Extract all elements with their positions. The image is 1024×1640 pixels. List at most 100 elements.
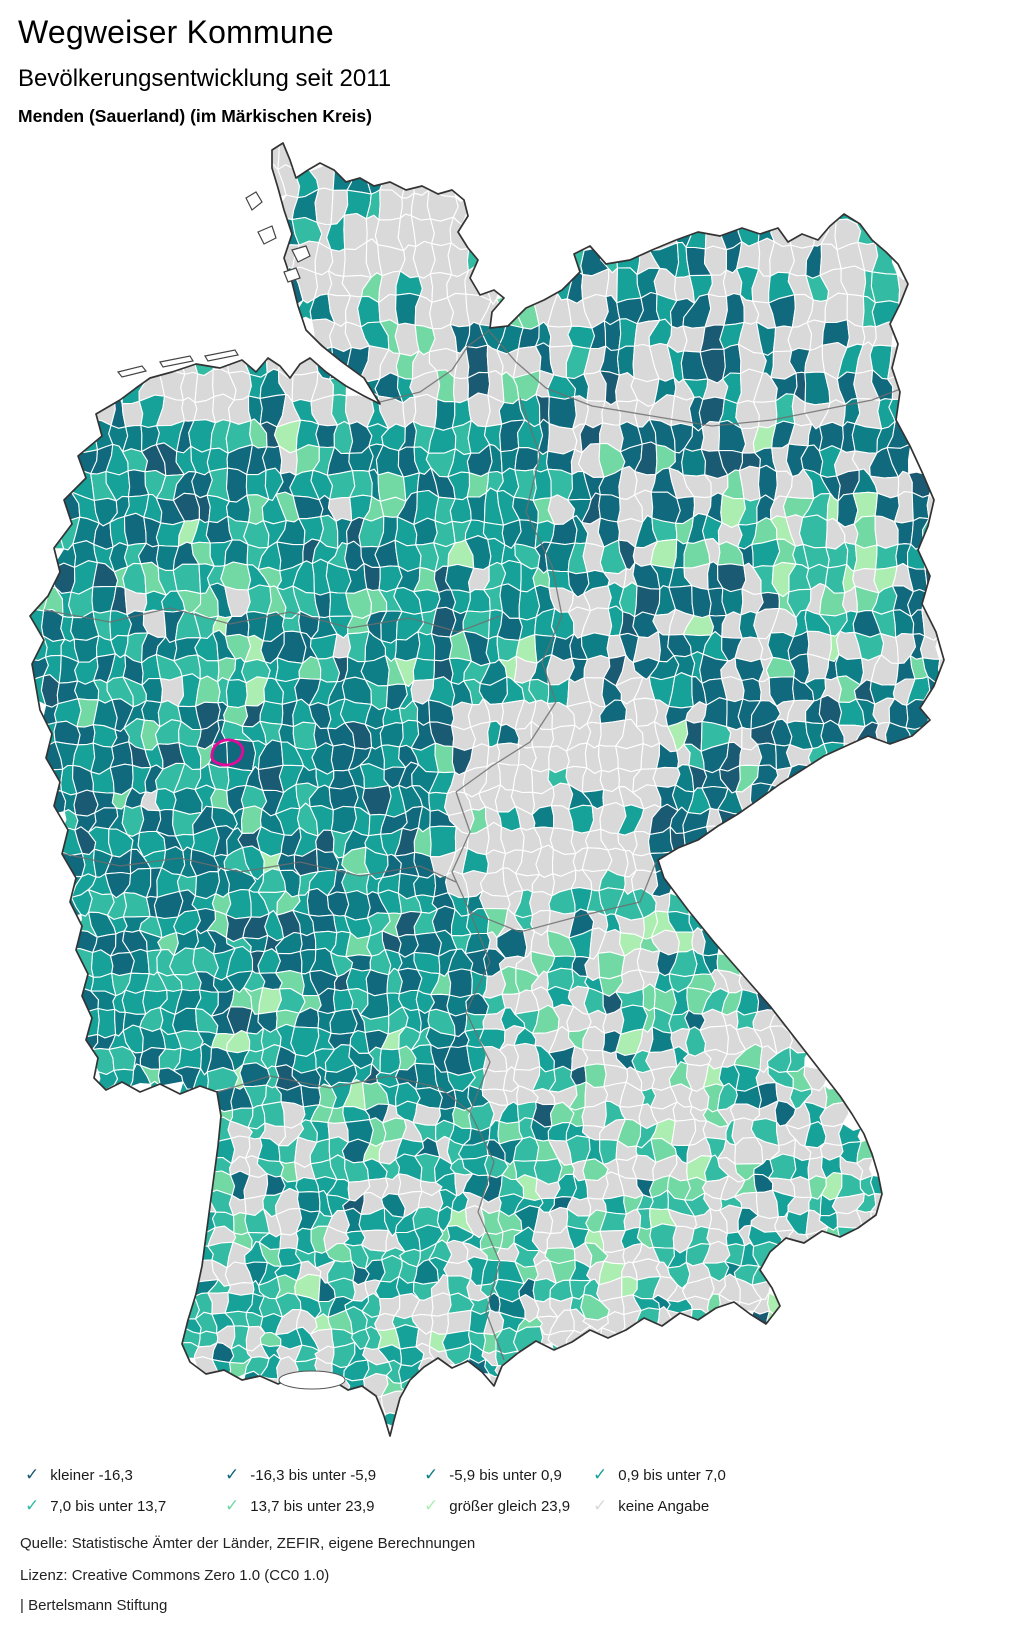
legend-item: ✓ 13,7 bis unter 23,9 xyxy=(225,1495,375,1517)
municipality-cell[interactable] xyxy=(766,1310,798,1337)
municipality-cell[interactable] xyxy=(433,520,456,548)
report-header: Wegweiser Kommune Bevölkerungsentwicklun… xyxy=(18,14,391,127)
municipality-cell[interactable] xyxy=(434,398,456,431)
municipality-cell[interactable] xyxy=(292,344,319,376)
municipality-cell[interactable] xyxy=(487,1292,501,1313)
municipality-cell[interactable] xyxy=(452,376,469,404)
municipality-cell[interactable] xyxy=(649,1223,678,1249)
legend-label: keine Angabe xyxy=(618,1497,710,1515)
legend-item: ✓ -5,9 bis unter 0,9 xyxy=(424,1464,562,1486)
municipality-cell[interactable] xyxy=(870,1174,900,1195)
municipality-cell[interactable] xyxy=(121,400,144,428)
municipality-cell[interactable] xyxy=(96,1007,117,1039)
municipality-cell[interactable] xyxy=(601,1194,627,1215)
municipality-cell[interactable] xyxy=(548,395,577,430)
municipality-cell[interactable] xyxy=(870,271,901,304)
municipality-cell[interactable] xyxy=(121,989,147,1015)
municipality-cell[interactable] xyxy=(636,947,661,974)
municipality-cell[interactable] xyxy=(721,587,744,616)
municipality-cell[interactable] xyxy=(580,632,610,660)
municipality-cell[interactable] xyxy=(615,743,644,773)
municipality-cell[interactable] xyxy=(683,826,711,858)
municipality-cell[interactable] xyxy=(292,721,318,751)
municipality-cell[interactable] xyxy=(919,635,941,660)
municipality-cell[interactable] xyxy=(363,562,381,592)
municipality-cell[interactable] xyxy=(642,983,656,1012)
lake-constance xyxy=(278,1370,346,1390)
municipality-cell[interactable] xyxy=(123,512,147,547)
legend-checkmark-icon[interactable]: ✓ xyxy=(225,1464,240,1484)
municipality-cell[interactable] xyxy=(21,583,48,616)
legend-checkmark-icon[interactable]: ✓ xyxy=(25,1464,40,1484)
municipality-cell[interactable] xyxy=(300,1084,322,1108)
legend-checkmark-icon[interactable]: ✓ xyxy=(593,1464,608,1484)
municipality-cell[interactable] xyxy=(377,471,407,502)
municipality-cell[interactable] xyxy=(434,742,456,774)
municipality-cell[interactable] xyxy=(275,950,303,975)
legend-checkmark-icon[interactable]: ✓ xyxy=(25,1495,40,1515)
municipality-cell[interactable] xyxy=(154,788,177,812)
municipality-cell[interactable] xyxy=(870,1210,896,1228)
municipality-cell[interactable] xyxy=(582,542,605,573)
municipality-cell[interactable] xyxy=(379,722,404,748)
municipality-cell[interactable] xyxy=(515,1350,541,1366)
municipality-cell[interactable] xyxy=(853,515,878,549)
municipality-cell[interactable] xyxy=(365,969,390,997)
municipality-cell[interactable] xyxy=(279,1231,299,1250)
municipality-cell[interactable] xyxy=(589,1325,603,1353)
municipality-cell[interactable] xyxy=(206,447,229,472)
municipality-cell[interactable] xyxy=(412,657,436,682)
municipality-cell[interactable] xyxy=(496,742,520,766)
municipality-cell[interactable] xyxy=(292,495,324,520)
legend-label: kleiner -16,3 xyxy=(50,1466,133,1484)
municipality-cell[interactable] xyxy=(430,1313,450,1335)
municipality-cell[interactable] xyxy=(705,825,726,856)
municipality-cell[interactable] xyxy=(447,968,473,999)
municipality-cell[interactable] xyxy=(566,215,589,251)
legend-label: 13,7 bis unter 23,9 xyxy=(250,1497,375,1515)
municipality-cell[interactable] xyxy=(603,318,622,352)
license-note: Lizenz: Creative Commons Zero 1.0 (CC0 1… xyxy=(20,1567,330,1584)
municipality-cell[interactable] xyxy=(73,1007,100,1038)
municipality-cell[interactable] xyxy=(344,890,371,921)
municipality-cell[interactable] xyxy=(717,563,747,593)
municipality-cell[interactable] xyxy=(875,543,899,570)
municipality-cell[interactable] xyxy=(299,931,317,952)
municipality-cell[interactable] xyxy=(887,345,915,380)
municipality-cell[interactable] xyxy=(581,847,613,873)
municipality-cell[interactable] xyxy=(798,514,828,549)
municipality-cell[interactable] xyxy=(843,741,862,774)
legend-checkmark-icon[interactable]: ✓ xyxy=(424,1464,439,1484)
legend-label: -5,9 bis unter 0,9 xyxy=(449,1466,562,1484)
municipality-cell[interactable] xyxy=(598,494,621,523)
municipality-cell[interactable] xyxy=(921,609,947,641)
legend-checkmark-icon[interactable]: ✓ xyxy=(424,1495,439,1515)
island-outline xyxy=(204,349,239,362)
legend-checkmark-icon[interactable]: ✓ xyxy=(593,1495,608,1515)
municipality-cell[interactable] xyxy=(34,514,65,550)
municipality-cell[interactable] xyxy=(547,468,574,501)
municipality-cell[interactable] xyxy=(329,375,353,397)
municipality-cell[interactable] xyxy=(911,491,930,522)
municipality-cell[interactable] xyxy=(741,677,762,702)
municipality-cell[interactable] xyxy=(598,744,619,773)
municipality-cell[interactable] xyxy=(245,584,272,615)
municipality-cell[interactable] xyxy=(717,808,746,836)
municipality-cell[interactable] xyxy=(113,1084,131,1111)
municipality-cell[interactable] xyxy=(172,563,202,595)
municipality-cell[interactable] xyxy=(766,784,789,812)
municipality-cell[interactable] xyxy=(640,742,660,770)
municipality-cell[interactable] xyxy=(292,135,312,172)
legend-checkmark-icon[interactable]: ✓ xyxy=(225,1495,240,1515)
municipality-cell[interactable] xyxy=(71,418,99,453)
municipality-cell[interactable] xyxy=(775,393,796,425)
municipality-cell[interactable] xyxy=(76,724,96,746)
municipality-cell[interactable] xyxy=(259,700,284,725)
municipality-cell[interactable] xyxy=(225,679,248,709)
municipality-cell[interactable] xyxy=(314,187,334,226)
municipality-cell[interactable] xyxy=(597,951,626,980)
municipality-cell[interactable] xyxy=(430,633,453,662)
municipality-cell[interactable] xyxy=(220,561,252,591)
municipality-cell[interactable] xyxy=(853,543,878,572)
municipality-cell[interactable] xyxy=(757,464,778,502)
